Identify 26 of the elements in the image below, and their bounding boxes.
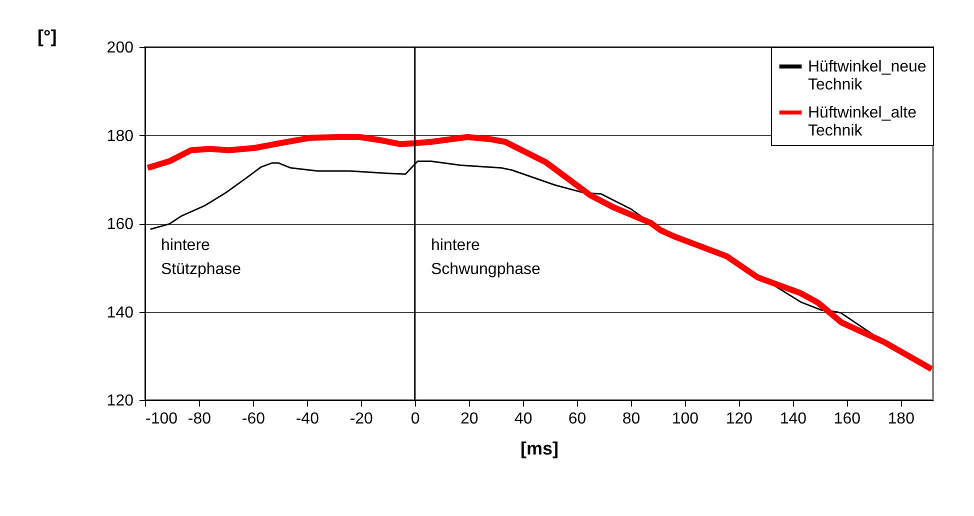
x-tick-label: 60: [568, 410, 586, 428]
x-tick-label: -60: [242, 410, 266, 428]
y-tick-label: 180: [106, 128, 134, 145]
y-tick-label: 200: [106, 40, 134, 56]
x-tick-label: 80: [622, 410, 640, 428]
x-tick-label: -100: [146, 410, 178, 428]
x-tick-label: -80: [188, 410, 212, 428]
legend-label: Hüftwinkel_alte Technik: [808, 104, 917, 140]
x-tick-label: 120: [726, 410, 753, 428]
x-tick-label: -20: [350, 410, 374, 428]
x-axis-title: [ms]: [520, 438, 559, 458]
x-tick-label: 40: [514, 410, 532, 428]
y-axis-title: [°]: [38, 26, 57, 46]
x-tick-label: 180: [888, 410, 915, 428]
x-tick-label: 100: [672, 410, 699, 428]
y-tick-label: 120: [106, 392, 134, 410]
x-tick-label: 160: [834, 410, 861, 428]
x-tick-label: 20: [460, 410, 478, 428]
legend-label: Hüftwinkel_neue Technik: [808, 58, 926, 94]
annotation: hintere Stützphase: [161, 237, 242, 278]
x-tick-label: 0: [410, 410, 420, 428]
y-tick-label: 160: [106, 216, 134, 233]
y-tick-label: 140: [106, 304, 134, 322]
annotation: hintere Schwungphase: [431, 237, 541, 278]
x-tick-label: 140: [780, 410, 807, 428]
x-tick-label: -40: [296, 410, 320, 428]
